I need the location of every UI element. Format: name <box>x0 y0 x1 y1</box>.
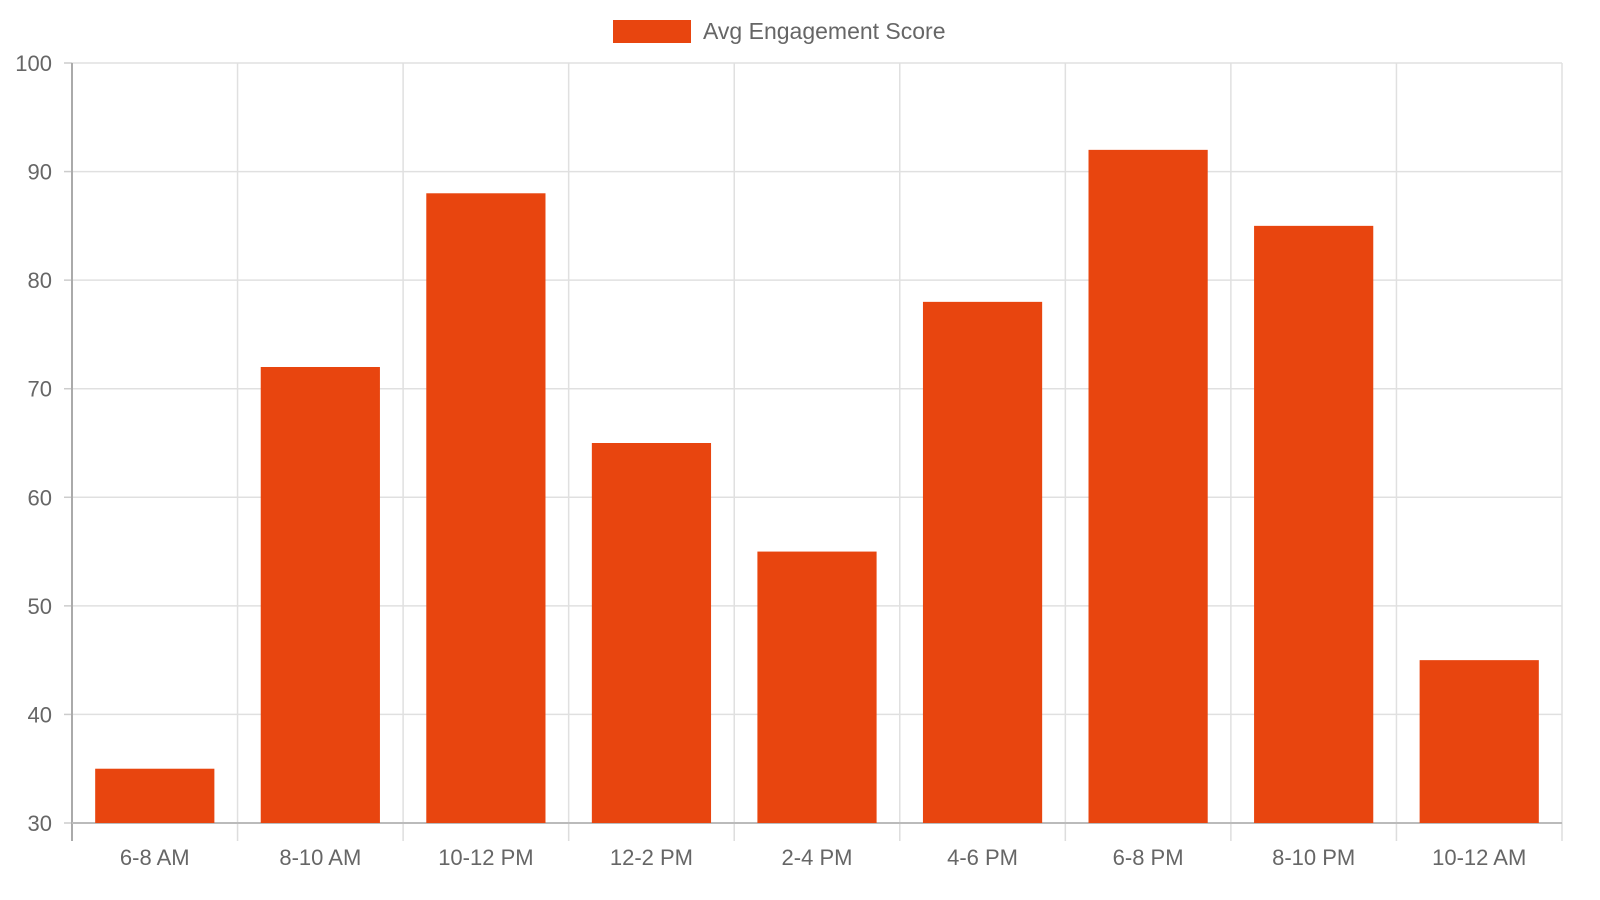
legend-swatch[interactable] <box>613 20 691 43</box>
bar[interactable] <box>426 193 546 824</box>
bar[interactable] <box>1254 225 1374 823</box>
y-tick-labels: 30 40 50 60 70 80 90 100 <box>15 51 52 836</box>
y-tick-label: 30 <box>28 811 52 836</box>
legend-label[interactable]: Avg Engagement Score <box>703 18 946 44</box>
x-tick-label: 6-8 AM <box>120 845 190 870</box>
bars <box>95 149 1539 824</box>
bar[interactable] <box>922 301 1043 823</box>
bar[interactable] <box>757 551 877 823</box>
y-tick-label: 70 <box>28 377 52 402</box>
y-tick-label: 50 <box>28 594 52 619</box>
y-tick-label: 80 <box>28 268 52 293</box>
y-tick-label: 60 <box>28 485 52 510</box>
bar[interactable] <box>591 443 712 823</box>
bar[interactable] <box>95 768 215 823</box>
x-tick-labels: 6-8 AM 8-10 AM 10-12 PM 12-2 PM 2-4 PM 4-6 PM… <box>120 845 1526 870</box>
x-tick-label: 8-10 PM <box>1272 845 1355 870</box>
y-tick-label: 40 <box>28 702 52 727</box>
x-tick-label: 8-10 AM <box>279 845 361 870</box>
bar[interactable] <box>260 367 380 823</box>
x-tick-label: 6-8 PM <box>1113 845 1184 870</box>
y-tick-label: 100 <box>15 51 52 76</box>
bar[interactable] <box>1088 149 1208 823</box>
x-tick-label: 10-12 PM <box>438 845 533 870</box>
x-tick-label: 12-2 PM <box>610 845 693 870</box>
bar[interactable] <box>1419 660 1539 823</box>
x-tick-label: 2-4 PM <box>782 845 853 870</box>
x-tick-label: 10-12 AM <box>1432 845 1526 870</box>
x-tick-label: 4-6 PM <box>947 845 1018 870</box>
legend[interactable]: Avg Engagement Score <box>613 18 946 44</box>
y-tick-label: 90 <box>28 160 52 185</box>
